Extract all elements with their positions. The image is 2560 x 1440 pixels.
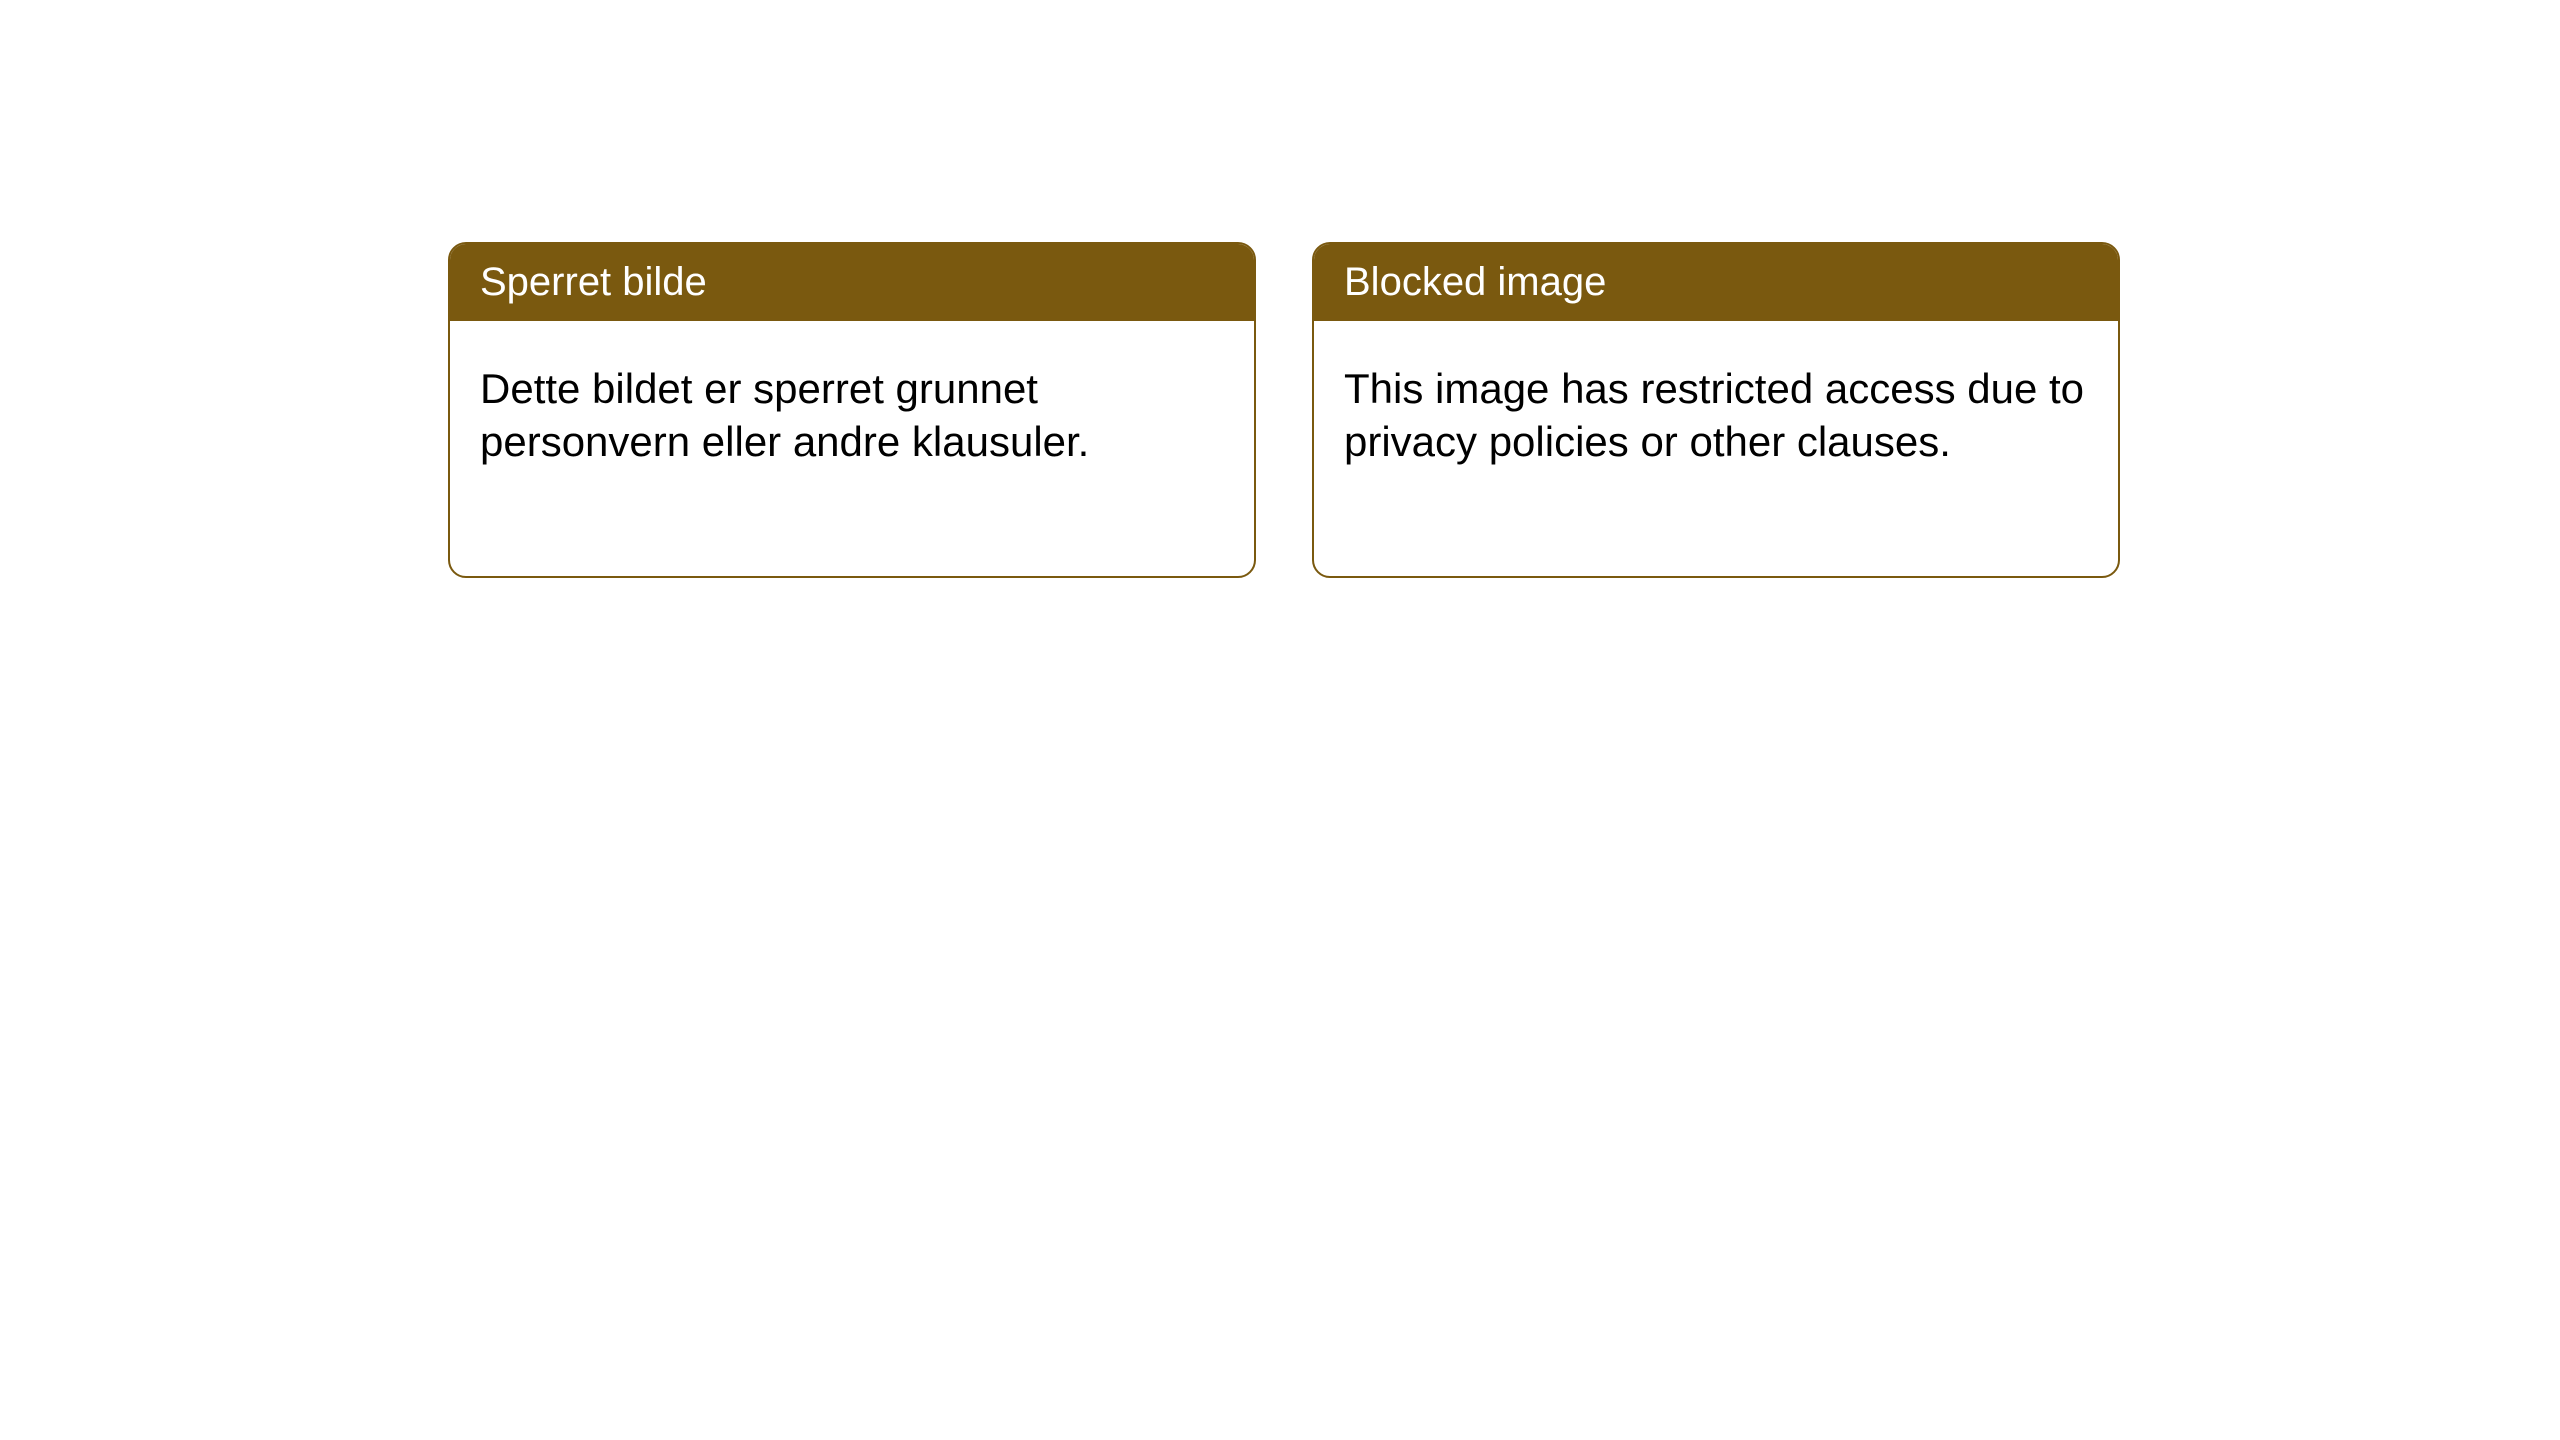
notice-card-english: Blocked image This image has restricted … bbox=[1312, 242, 2120, 578]
card-title: Sperret bilde bbox=[480, 260, 707, 304]
card-header-english: Blocked image bbox=[1314, 244, 2118, 321]
notice-card-norwegian: Sperret bilde Dette bildet er sperret gr… bbox=[448, 242, 1256, 578]
card-body-text: This image has restricted access due to … bbox=[1344, 365, 2084, 465]
card-body-english: This image has restricted access due to … bbox=[1314, 321, 2118, 510]
card-body-text: Dette bildet er sperret grunnet personve… bbox=[480, 365, 1089, 465]
notice-cards-container: Sperret bilde Dette bildet er sperret gr… bbox=[448, 242, 2120, 578]
card-title: Blocked image bbox=[1344, 260, 1606, 304]
card-body-norwegian: Dette bildet er sperret grunnet personve… bbox=[450, 321, 1254, 510]
card-header-norwegian: Sperret bilde bbox=[450, 244, 1254, 321]
